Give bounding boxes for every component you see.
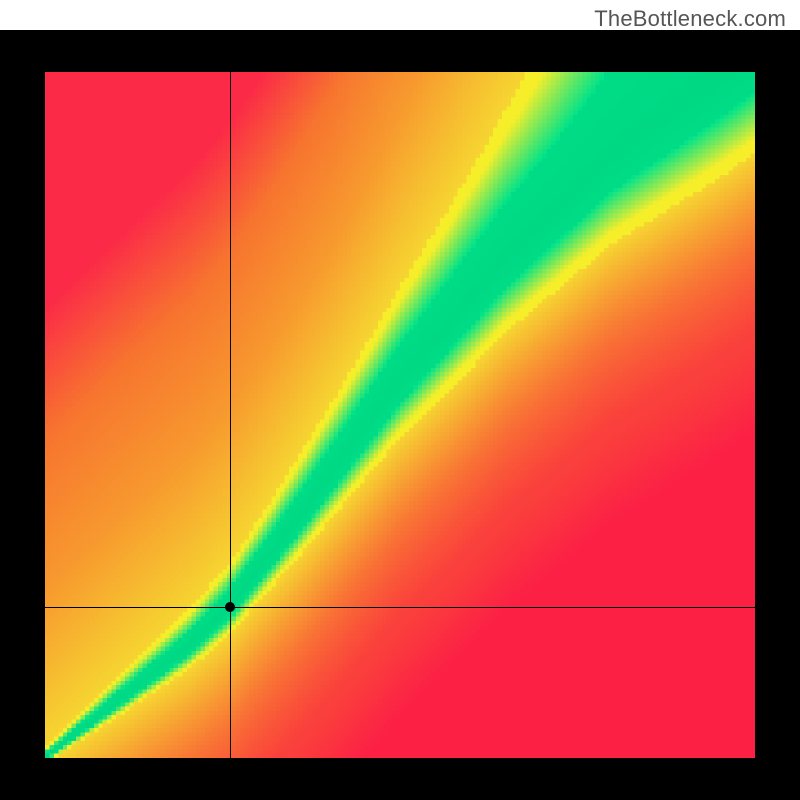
crosshair-horizontal xyxy=(45,607,755,608)
heatmap-canvas xyxy=(45,72,755,758)
heatmap-plot xyxy=(45,72,755,758)
crosshair-vertical xyxy=(230,72,231,758)
root: TheBottleneck.com xyxy=(0,0,800,800)
marker-dot xyxy=(225,602,235,612)
chart-frame xyxy=(0,30,800,800)
watermark-text: TheBottleneck.com xyxy=(594,6,786,32)
